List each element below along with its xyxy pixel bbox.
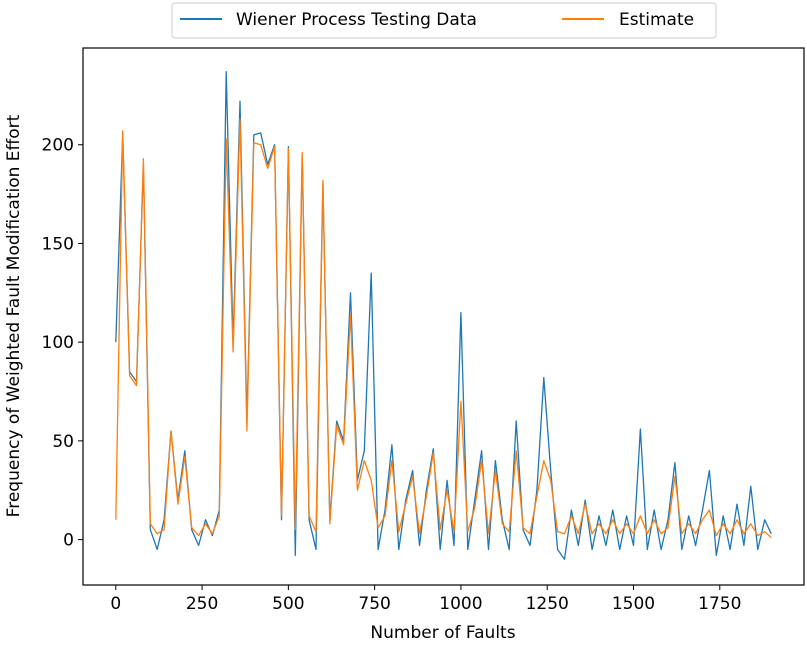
plot-frame [82,47,805,586]
y-tick-label: 200 [42,136,74,156]
series-line-0 [115,71,772,560]
x-tick-label: 250 [186,594,218,614]
y-tick-label: 100 [42,333,74,353]
legend-label-testing-data: Wiener Process Testing Data [236,10,477,30]
x-tick-label: 1250 [526,594,569,614]
legend-label-estimate: Estimate [619,10,694,30]
legend-box [171,2,717,39]
y-tick-label: 0 [63,531,74,551]
x-axis-label: Number of Faults [370,623,515,643]
legend: Wiener Process Testing Data Estimate [171,2,717,39]
x-axis: 0 250 500 750 1000 1250 1500 1750 [110,585,741,614]
y-axis-label: Frequency of Weighted Fault Modification… [4,114,24,517]
x-tick-label: 1750 [698,594,741,614]
x-tick-label: 1000 [439,594,482,614]
series-line-1 [115,118,772,539]
y-tick-label: 50 [52,432,74,452]
x-tick-label: 1500 [612,594,655,614]
x-tick-label: 750 [358,594,390,614]
x-tick-label: 500 [272,594,304,614]
y-axis: 0 50 100 150 200 [42,136,83,551]
x-tick-label: 0 [110,594,121,614]
y-tick-label: 150 [42,234,74,254]
plot-lines [115,71,772,560]
